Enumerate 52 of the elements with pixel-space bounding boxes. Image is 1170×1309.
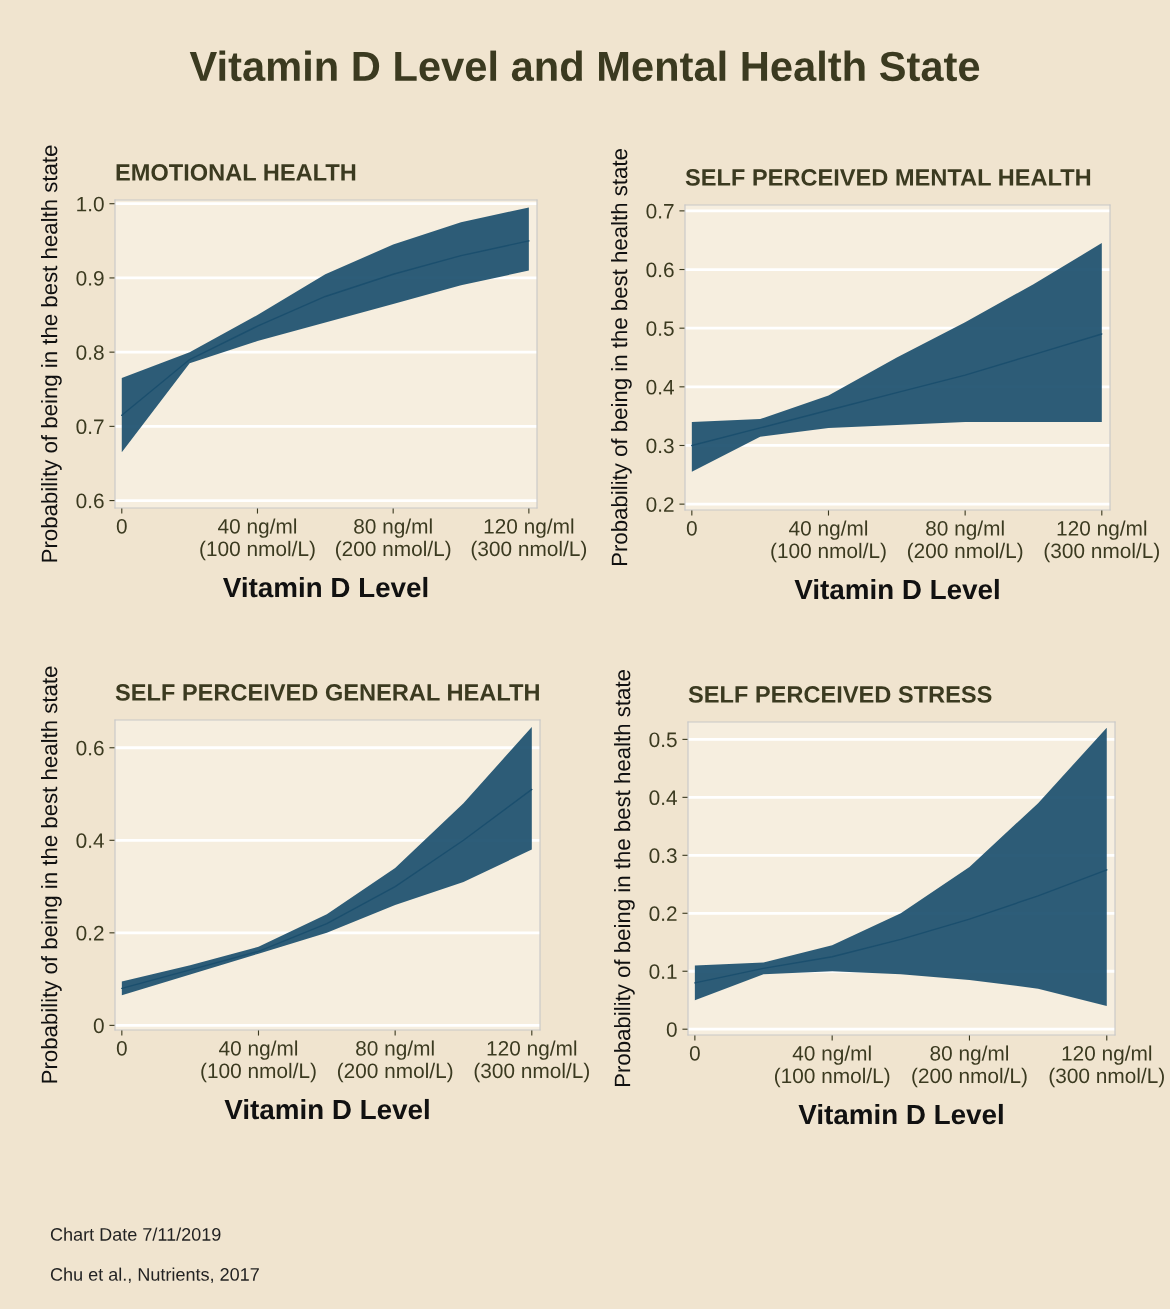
y-tick-label: 0.4 (76, 833, 104, 849)
y-tick-label: 0.4 (649, 790, 677, 806)
x-tick-label: 120 ng/ml (300 nmol/L) (474, 1040, 589, 1083)
chart-title: SELF PERCEIVED GENERAL HEALTH (115, 684, 539, 701)
y-tick-label: 0.5 (646, 321, 674, 336)
text: Chart Date 7/11/2019 (50, 1227, 221, 1241)
y-axis-title: Probability of being in the best health state (614, 670, 635, 1087)
x-tick-label: 120 ng/ml (300 nmol/L) (1049, 1045, 1164, 1088)
x-tick-label: 0 (116, 518, 127, 534)
y-tick-label: 0.6 (76, 493, 104, 509)
y-tick-label: 0.7 (76, 419, 104, 435)
y-tick-label: 0 (666, 1022, 677, 1037)
y-tick-label: 0.2 (646, 497, 674, 512)
y-tick-label: 0.2 (76, 925, 104, 941)
x-tick-label: 80 ng/ml (200 nmol/L) (335, 518, 451, 561)
y-tick-label: 0.4 (646, 379, 674, 395)
x-tick-label: 40 ng/ml (100 nmol/L) (774, 1045, 890, 1088)
y-tick-label: 0.2 (649, 906, 677, 922)
x-tick-label: 0 (116, 1040, 127, 1056)
x-axis-title: Vitamin D Level (223, 576, 428, 598)
x-tick-label: 80 ng/ml (200 nmol/L) (912, 1045, 1027, 1088)
y-tick-label: 0.5 (649, 732, 677, 748)
y-tick-label: 0 (93, 1018, 104, 1034)
x-tick-label: 120 ng/ml (300 nmol/L) (1044, 520, 1159, 563)
x-tick-label: 40 ng/ml (100 nmol/L) (201, 1040, 316, 1083)
y-axis-title: Probability of being in the best health state (41, 145, 62, 562)
x-tick-label: 40 ng/ml (100 nmol/L) (200, 518, 315, 561)
y-tick-label: 0.1 (649, 964, 677, 979)
y-tick-label: 0.8 (76, 345, 104, 360)
x-tick-label: 0 (686, 520, 697, 536)
x-tick-label: 40 ng/ml (100 nmol/L) (771, 520, 886, 563)
y-tick-label: 0.6 (76, 740, 104, 756)
y-axis-title: Probability of being in the best health state (611, 149, 632, 566)
x-axis-title: Vitamin D Level (798, 1103, 1003, 1125)
chart-title: EMOTIONAL HEALTH (116, 164, 356, 181)
x-tick-label: 80 ng/ml (200 nmol/L) (907, 520, 1023, 563)
y-tick-label: 0.3 (649, 848, 677, 864)
x-tick-label: 120 ng/ml (300 nmol/L) (471, 518, 587, 561)
chart-title: SELF PERCEIVED STRESS (688, 686, 992, 703)
y-tick-label: 0.6 (646, 262, 674, 278)
text: Chu et al., Nutrients, 2017 (50, 1267, 259, 1283)
y-tick-label: 0.3 (646, 438, 674, 454)
x-axis-title: Vitamin D Level (794, 578, 999, 600)
y-axis-title: Probability of being in the best health state (41, 666, 62, 1083)
y-tick-label: 0.7 (646, 203, 674, 219)
y-tick-label: 1.0 (77, 196, 104, 212)
x-tick-label: 0 (689, 1045, 700, 1061)
y-tick-label: 0.9 (76, 270, 104, 286)
text: Vitamin D Level and Mental Health State (189, 50, 980, 82)
x-axis-title: Vitamin D Level (224, 1098, 429, 1120)
x-tick-label: 80 ng/ml (200 nmol/L) (337, 1040, 453, 1083)
chart-title: SELF PERCEIVED MENTAL HEALTH (685, 169, 1091, 186)
